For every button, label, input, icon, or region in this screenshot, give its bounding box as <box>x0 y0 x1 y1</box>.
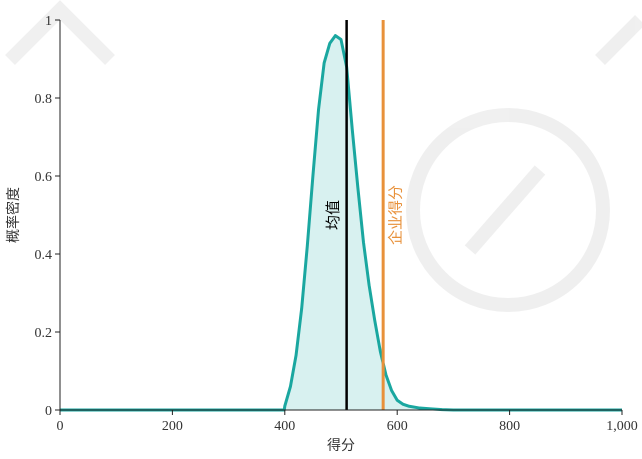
reference-label-company-score: 企业得分 <box>387 185 405 245</box>
density-curve <box>60 34 622 412</box>
x-tick-label: 400 <box>274 419 295 434</box>
watermark-corner-right <box>595 15 642 65</box>
x-axis-title: 得分 <box>327 437 355 454</box>
y-tick-label: 0.6 <box>35 170 53 185</box>
x-tick-label: 600 <box>387 419 408 434</box>
y-tick-label: 0.2 <box>35 326 53 341</box>
y-tick-label: 0.4 <box>35 248 53 263</box>
x-tick-label: 0 <box>57 419 64 434</box>
watermark-stroke <box>464 165 546 255</box>
reference-label-mean: 均值 <box>325 200 342 230</box>
density-area-fill <box>60 35 622 410</box>
x-tick-label: 200 <box>162 419 183 434</box>
x-tick-label: 800 <box>499 419 520 434</box>
watermark-corner-left <box>5 0 115 65</box>
y-tick-label: 1 <box>45 14 52 29</box>
watermark-circle <box>406 108 610 312</box>
y-axis-title: 概率密度 <box>5 187 22 243</box>
y-tick-label: 0 <box>45 404 52 419</box>
x-tick-label: 1,000 <box>606 419 638 434</box>
y-tick-label: 0.8 <box>35 92 53 107</box>
watermark-logo <box>5 0 642 312</box>
